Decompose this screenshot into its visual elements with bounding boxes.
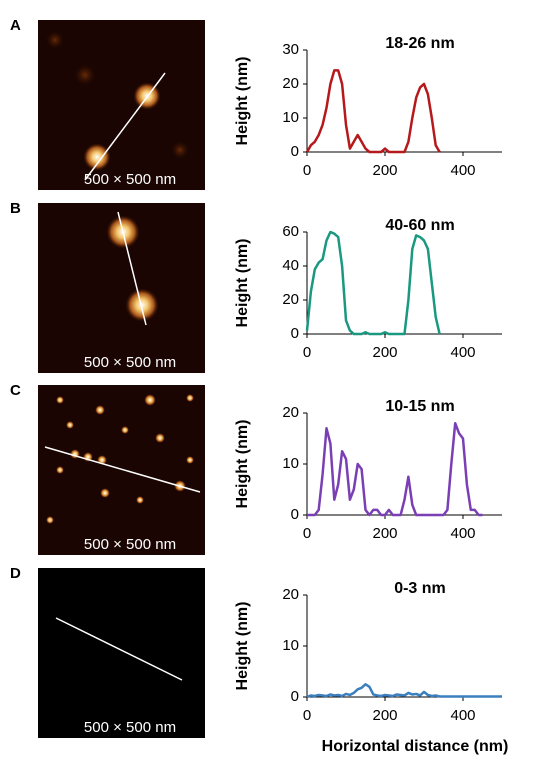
- afm-image-d: [38, 568, 205, 738]
- panel-label: B: [10, 200, 21, 217]
- scale-label: 500 × 500 nm: [84, 719, 176, 736]
- data-line: [305, 230, 441, 336]
- y-tick-label: 10: [282, 455, 299, 472]
- scale-label: 500 × 500 nm: [84, 536, 176, 553]
- x-tick-label: 400: [450, 707, 475, 724]
- data-line: [307, 421, 483, 517]
- scale-label: 500 × 500 nm: [84, 354, 176, 371]
- y-tick-label: 40: [282, 257, 299, 274]
- y-axis-label: Height (nm): [234, 239, 251, 328]
- x-tick-label: 400: [450, 162, 475, 179]
- x-tick-label: 0: [303, 707, 311, 724]
- x-tick-label: 400: [450, 525, 475, 542]
- y-tick-label: 60: [282, 223, 299, 240]
- x-tick-label: 200: [372, 162, 397, 179]
- x-tick-label: 0: [303, 344, 311, 361]
- y-tick-label: 10: [282, 637, 299, 654]
- y-tick-label: 20: [282, 75, 299, 92]
- y-axis-label: Height (nm): [234, 420, 251, 509]
- panel-label: A: [10, 17, 21, 34]
- chart-title: 40-60 nm: [385, 217, 454, 234]
- x-axis-label: Horizontal distance (nm): [322, 738, 509, 755]
- y-axis-label: Height (nm): [234, 57, 251, 146]
- x-tick-label: 200: [372, 344, 397, 361]
- x-tick-label: 200: [372, 525, 397, 542]
- y-tick-label: 20: [282, 291, 299, 308]
- scale-label: 500 × 500 nm: [84, 171, 176, 188]
- afm-image-b: [38, 203, 205, 373]
- y-tick-label: 0: [291, 688, 299, 705]
- panel-label: C: [10, 382, 21, 399]
- y-tick-label: 30: [282, 41, 299, 58]
- y-tick-label: 20: [282, 404, 299, 421]
- afm-image-a: [38, 20, 205, 190]
- data-line: [306, 683, 502, 699]
- chart-title: 10-15 nm: [385, 398, 454, 415]
- x-tick-label: 0: [303, 525, 311, 542]
- afm-image-c: [38, 385, 205, 555]
- y-tick-label: 0: [291, 506, 299, 523]
- chart-title: 18-26 nm: [385, 35, 454, 52]
- y-tick-label: 10: [282, 109, 299, 126]
- y-tick-label: 20: [282, 586, 299, 603]
- y-tick-label: 0: [291, 325, 299, 342]
- x-tick-label: 400: [450, 344, 475, 361]
- x-tick-label: 200: [372, 707, 397, 724]
- data-line: [305, 69, 441, 154]
- y-axis-label: Height (nm): [234, 602, 251, 691]
- chart-title: 0-3 nm: [394, 580, 446, 597]
- x-tick-label: 0: [303, 162, 311, 179]
- panel-label: D: [10, 565, 21, 582]
- y-tick-label: 0: [291, 143, 299, 160]
